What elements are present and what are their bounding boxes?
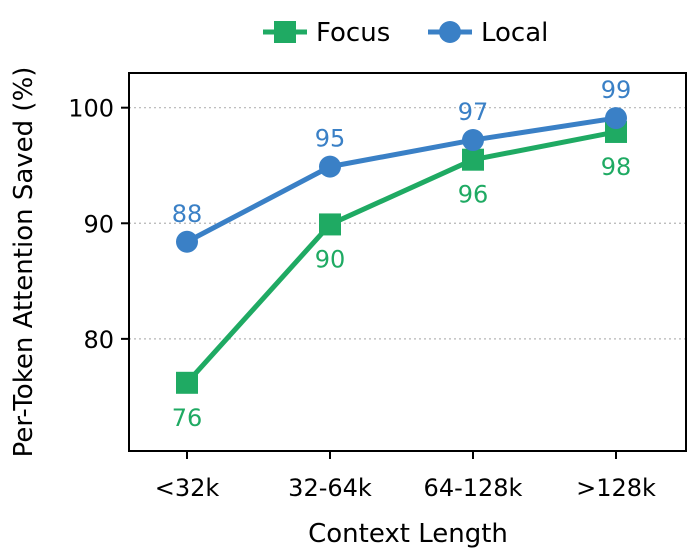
x-tick-label: >128k (576, 474, 656, 502)
local-data-label: 88 (172, 200, 203, 228)
x-axis-ticks: <32k 32-64k 64-128k >128k (155, 451, 656, 502)
y-axis-ticks: 80 90 100 (68, 95, 129, 354)
y-tick-label: 100 (68, 95, 114, 123)
focus-data-label: 76 (172, 404, 203, 432)
y-tick-label: 90 (83, 210, 114, 238)
local-point (605, 107, 627, 130)
local-line (185, 115, 617, 244)
x-axis-label: Context Length (308, 519, 508, 549)
focus-point (176, 371, 198, 394)
x-tick-label: 64-128k (424, 474, 523, 502)
plot-frame (128, 72, 687, 452)
local-data-label: 95 (315, 125, 346, 153)
plot-series: 76 90 96 98 88 95 97 99 (172, 76, 632, 432)
local-point (319, 155, 341, 178)
legend-local-label: Local (481, 18, 548, 48)
focus-point (319, 213, 341, 236)
y-axis-label: Per-Token Attention Saved (%) (9, 67, 39, 458)
y-tick-label: 80 (83, 326, 114, 354)
legend-focus-label: Focus (316, 18, 390, 48)
legend: Focus Local (263, 18, 548, 48)
focus-point (462, 148, 484, 171)
legend-focus-marker (274, 21, 296, 43)
local-data-label: 97 (458, 98, 489, 126)
focus-data-label: 90 (315, 245, 346, 273)
local-data-label: 99 (601, 76, 632, 104)
x-tick-label: 32-64k (288, 474, 372, 502)
focus-line (185, 129, 617, 385)
focus-data-label: 96 (458, 181, 489, 209)
legend-local-marker (439, 21, 461, 43)
y-grid (129, 107, 686, 340)
local-point (462, 129, 484, 152)
x-tick-label: <32k (155, 474, 220, 502)
focus-data-label: 98 (601, 153, 632, 181)
local-point (176, 230, 198, 253)
